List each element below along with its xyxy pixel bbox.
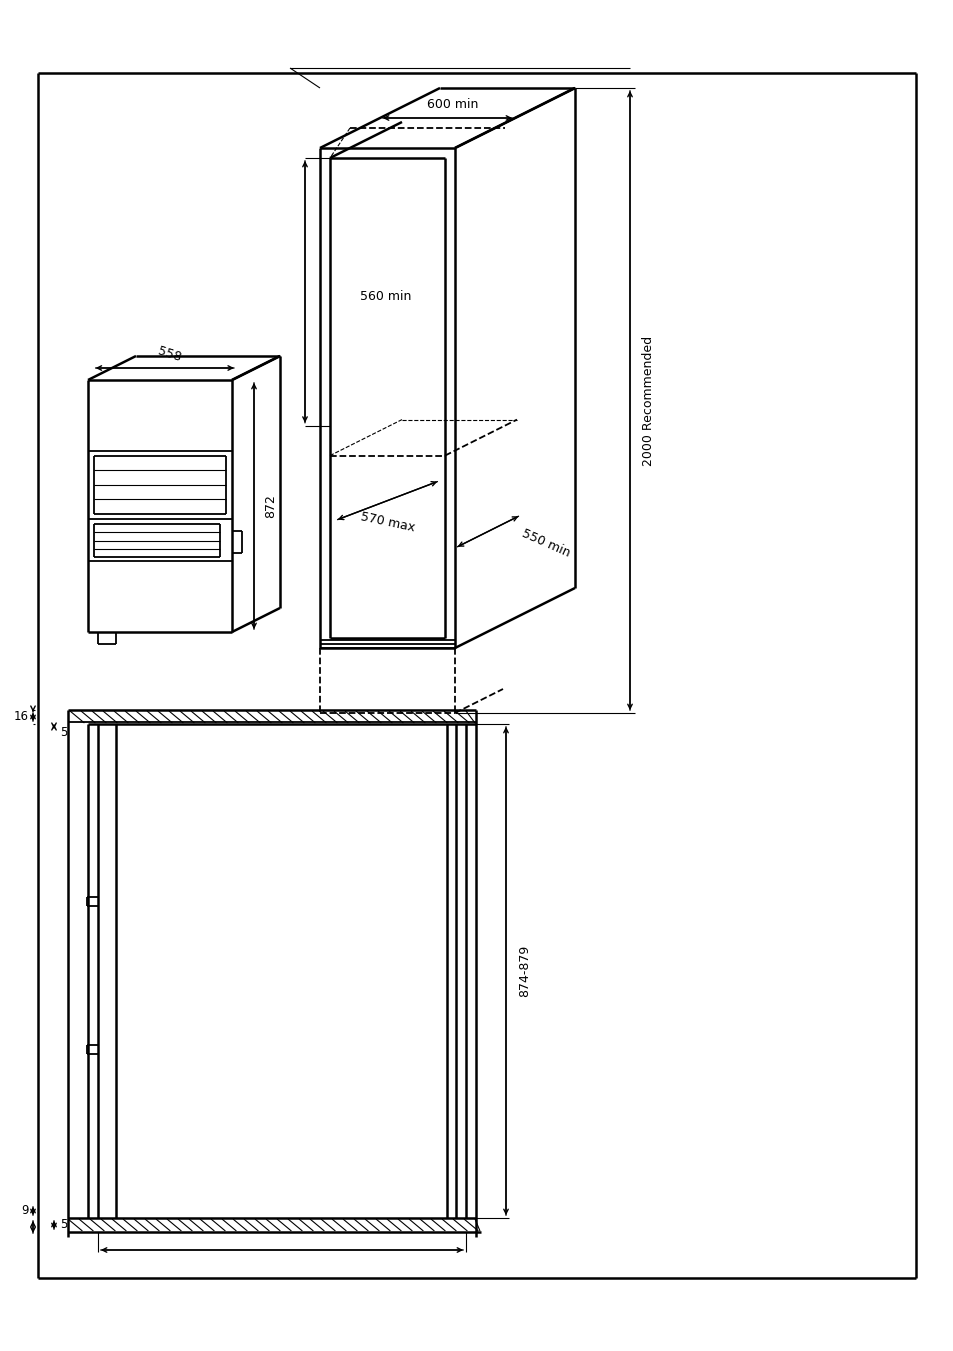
Text: 16: 16 <box>14 711 29 724</box>
Text: 550 min: 550 min <box>519 527 572 559</box>
Text: 5: 5 <box>60 725 68 739</box>
Text: 600 min: 600 min <box>426 99 477 111</box>
Text: 558: 558 <box>156 345 183 363</box>
Text: 5: 5 <box>60 1219 68 1232</box>
Text: 560 min: 560 min <box>359 290 411 304</box>
Text: 570 max: 570 max <box>358 511 416 535</box>
Text: 9: 9 <box>22 1205 29 1217</box>
Text: 874-879: 874-879 <box>517 944 531 997</box>
Text: 2000 Recommended: 2000 Recommended <box>641 335 655 466</box>
Text: 872: 872 <box>264 494 276 517</box>
